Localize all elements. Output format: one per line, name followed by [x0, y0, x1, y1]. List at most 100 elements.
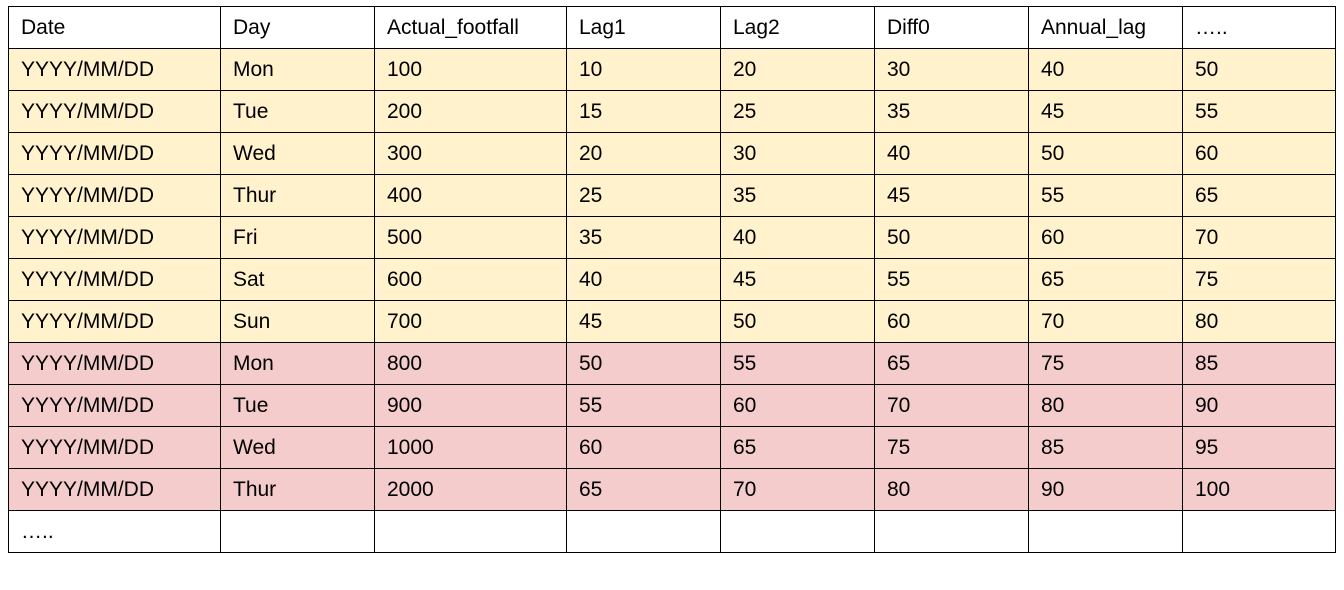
- table-cell: 25: [566, 174, 721, 217]
- header-cell-more: …..: [1182, 6, 1336, 49]
- header-row: Date Day Actual_footfall Lag1 Lag2 Diff0…: [8, 6, 1336, 49]
- table-cell: 55: [874, 258, 1029, 301]
- table-cell: YYYY/MM/DD: [8, 90, 221, 133]
- table-cell: 20: [566, 132, 721, 175]
- header-cell-day: Day: [220, 6, 375, 49]
- table-cell: 200: [374, 90, 567, 133]
- table-cell: [374, 510, 567, 553]
- table-cell: 70: [874, 384, 1029, 427]
- table-cell: 400: [374, 174, 567, 217]
- table-cell: 15: [566, 90, 721, 133]
- table-cell: 60: [566, 426, 721, 469]
- table-cell: YYYY/MM/DD: [8, 48, 221, 91]
- table-cell: 600: [374, 258, 567, 301]
- table-cell: 65: [874, 342, 1029, 385]
- table-cell: YYYY/MM/DD: [8, 132, 221, 175]
- table-cell: 90: [1028, 468, 1183, 511]
- table-cell: 85: [1182, 342, 1336, 385]
- table-cell: 800: [374, 342, 567, 385]
- table-cell: 50: [1028, 132, 1183, 175]
- table-row: YYYY/MM/DD Tue 900 55 60 70 80 90: [8, 384, 1336, 427]
- table-cell: 45: [566, 300, 721, 343]
- table-cell: 40: [566, 258, 721, 301]
- table-cell: 80: [1028, 384, 1183, 427]
- table-cell: 40: [874, 132, 1029, 175]
- table-cell: 65: [1182, 174, 1336, 217]
- table-cell: YYYY/MM/DD: [8, 384, 221, 427]
- table-cell: Fri: [220, 216, 375, 259]
- table-cell: 60: [720, 384, 875, 427]
- table-cell: Wed: [220, 132, 375, 175]
- header-cell-date: Date: [8, 6, 221, 49]
- table-cell: 2000: [374, 468, 567, 511]
- table-cell: 40: [720, 216, 875, 259]
- table-cell: 50: [720, 300, 875, 343]
- table-cell: Sun: [220, 300, 375, 343]
- table-cell: 95: [1182, 426, 1336, 469]
- table-body: Date Day Actual_footfall Lag1 Lag2 Diff0…: [8, 6, 1336, 553]
- table-cell: YYYY/MM/DD: [8, 468, 221, 511]
- table-cell: 30: [720, 132, 875, 175]
- table-cell: [566, 510, 721, 553]
- table-cell: 100: [1182, 468, 1336, 511]
- table-cell: 75: [874, 426, 1029, 469]
- table-row: YYYY/MM/DD Thur 2000 65 70 80 90 100: [8, 468, 1336, 511]
- table-cell: 300: [374, 132, 567, 175]
- table-cell: YYYY/MM/DD: [8, 426, 221, 469]
- table-cell: 75: [1182, 258, 1336, 301]
- header-cell-lag2: Lag2: [720, 6, 875, 49]
- table-cell: 50: [1182, 48, 1336, 91]
- table-cell: YYYY/MM/DD: [8, 216, 221, 259]
- table-cell: 900: [374, 384, 567, 427]
- table-cell: 60: [1028, 216, 1183, 259]
- table-row: YYYY/MM/DD Sat 600 40 45 55 65 75: [8, 258, 1336, 301]
- data-table: Date Day Actual_footfall Lag1 Lag2 Diff0…: [8, 6, 1336, 553]
- table-cell: 50: [874, 216, 1029, 259]
- table-cell: 30: [874, 48, 1029, 91]
- table-cell: Tue: [220, 384, 375, 427]
- table-cell: 70: [1028, 300, 1183, 343]
- table-row: YYYY/MM/DD Thur 400 25 35 45 55 65: [8, 174, 1336, 217]
- table-row: …..: [8, 510, 1336, 553]
- header-cell-actual-footfall: Actual_footfall: [374, 6, 567, 49]
- table-cell: Tue: [220, 90, 375, 133]
- table-row: YYYY/MM/DD Mon 100 10 20 30 40 50: [8, 48, 1336, 91]
- table-cell: YYYY/MM/DD: [8, 174, 221, 217]
- table-cell: 70: [1182, 216, 1336, 259]
- table-cell: 60: [874, 300, 1029, 343]
- table-cell: YYYY/MM/DD: [8, 258, 221, 301]
- table-cell: 50: [566, 342, 721, 385]
- table-cell: 40: [1028, 48, 1183, 91]
- table-cell: Mon: [220, 48, 375, 91]
- table-cell: 55: [1182, 90, 1336, 133]
- table-cell: 65: [720, 426, 875, 469]
- table-cell: Sat: [220, 258, 375, 301]
- table-row: YYYY/MM/DD Wed 1000 60 65 75 85 95: [8, 426, 1336, 469]
- table-cell: Mon: [220, 342, 375, 385]
- table-cell: 45: [720, 258, 875, 301]
- table-cell: [874, 510, 1029, 553]
- header-cell-diff0: Diff0: [874, 6, 1029, 49]
- table-row: YYYY/MM/DD Fri 500 35 40 50 60 70: [8, 216, 1336, 259]
- table-row: YYYY/MM/DD Wed 300 20 30 40 50 60: [8, 132, 1336, 175]
- table-cell: 75: [1028, 342, 1183, 385]
- table-cell: YYYY/MM/DD: [8, 300, 221, 343]
- table-cell: 85: [1028, 426, 1183, 469]
- table-cell: …..: [8, 510, 221, 553]
- table-cell: Thur: [220, 174, 375, 217]
- table-cell: 25: [720, 90, 875, 133]
- header-cell-lag1: Lag1: [566, 6, 721, 49]
- table-cell: 55: [566, 384, 721, 427]
- table-cell: 35: [566, 216, 721, 259]
- table-cell: 45: [874, 174, 1029, 217]
- table-cell: [720, 510, 875, 553]
- header-cell-annual-lag: Annual_lag: [1028, 6, 1183, 49]
- table-cell: YYYY/MM/DD: [8, 342, 221, 385]
- table-row: YYYY/MM/DD Tue 200 15 25 35 45 55: [8, 90, 1336, 133]
- table-cell: [220, 510, 375, 553]
- table-cell: 55: [720, 342, 875, 385]
- table-cell: 20: [720, 48, 875, 91]
- table-cell: 55: [1028, 174, 1183, 217]
- table-cell: 65: [1028, 258, 1183, 301]
- table-cell: 100: [374, 48, 567, 91]
